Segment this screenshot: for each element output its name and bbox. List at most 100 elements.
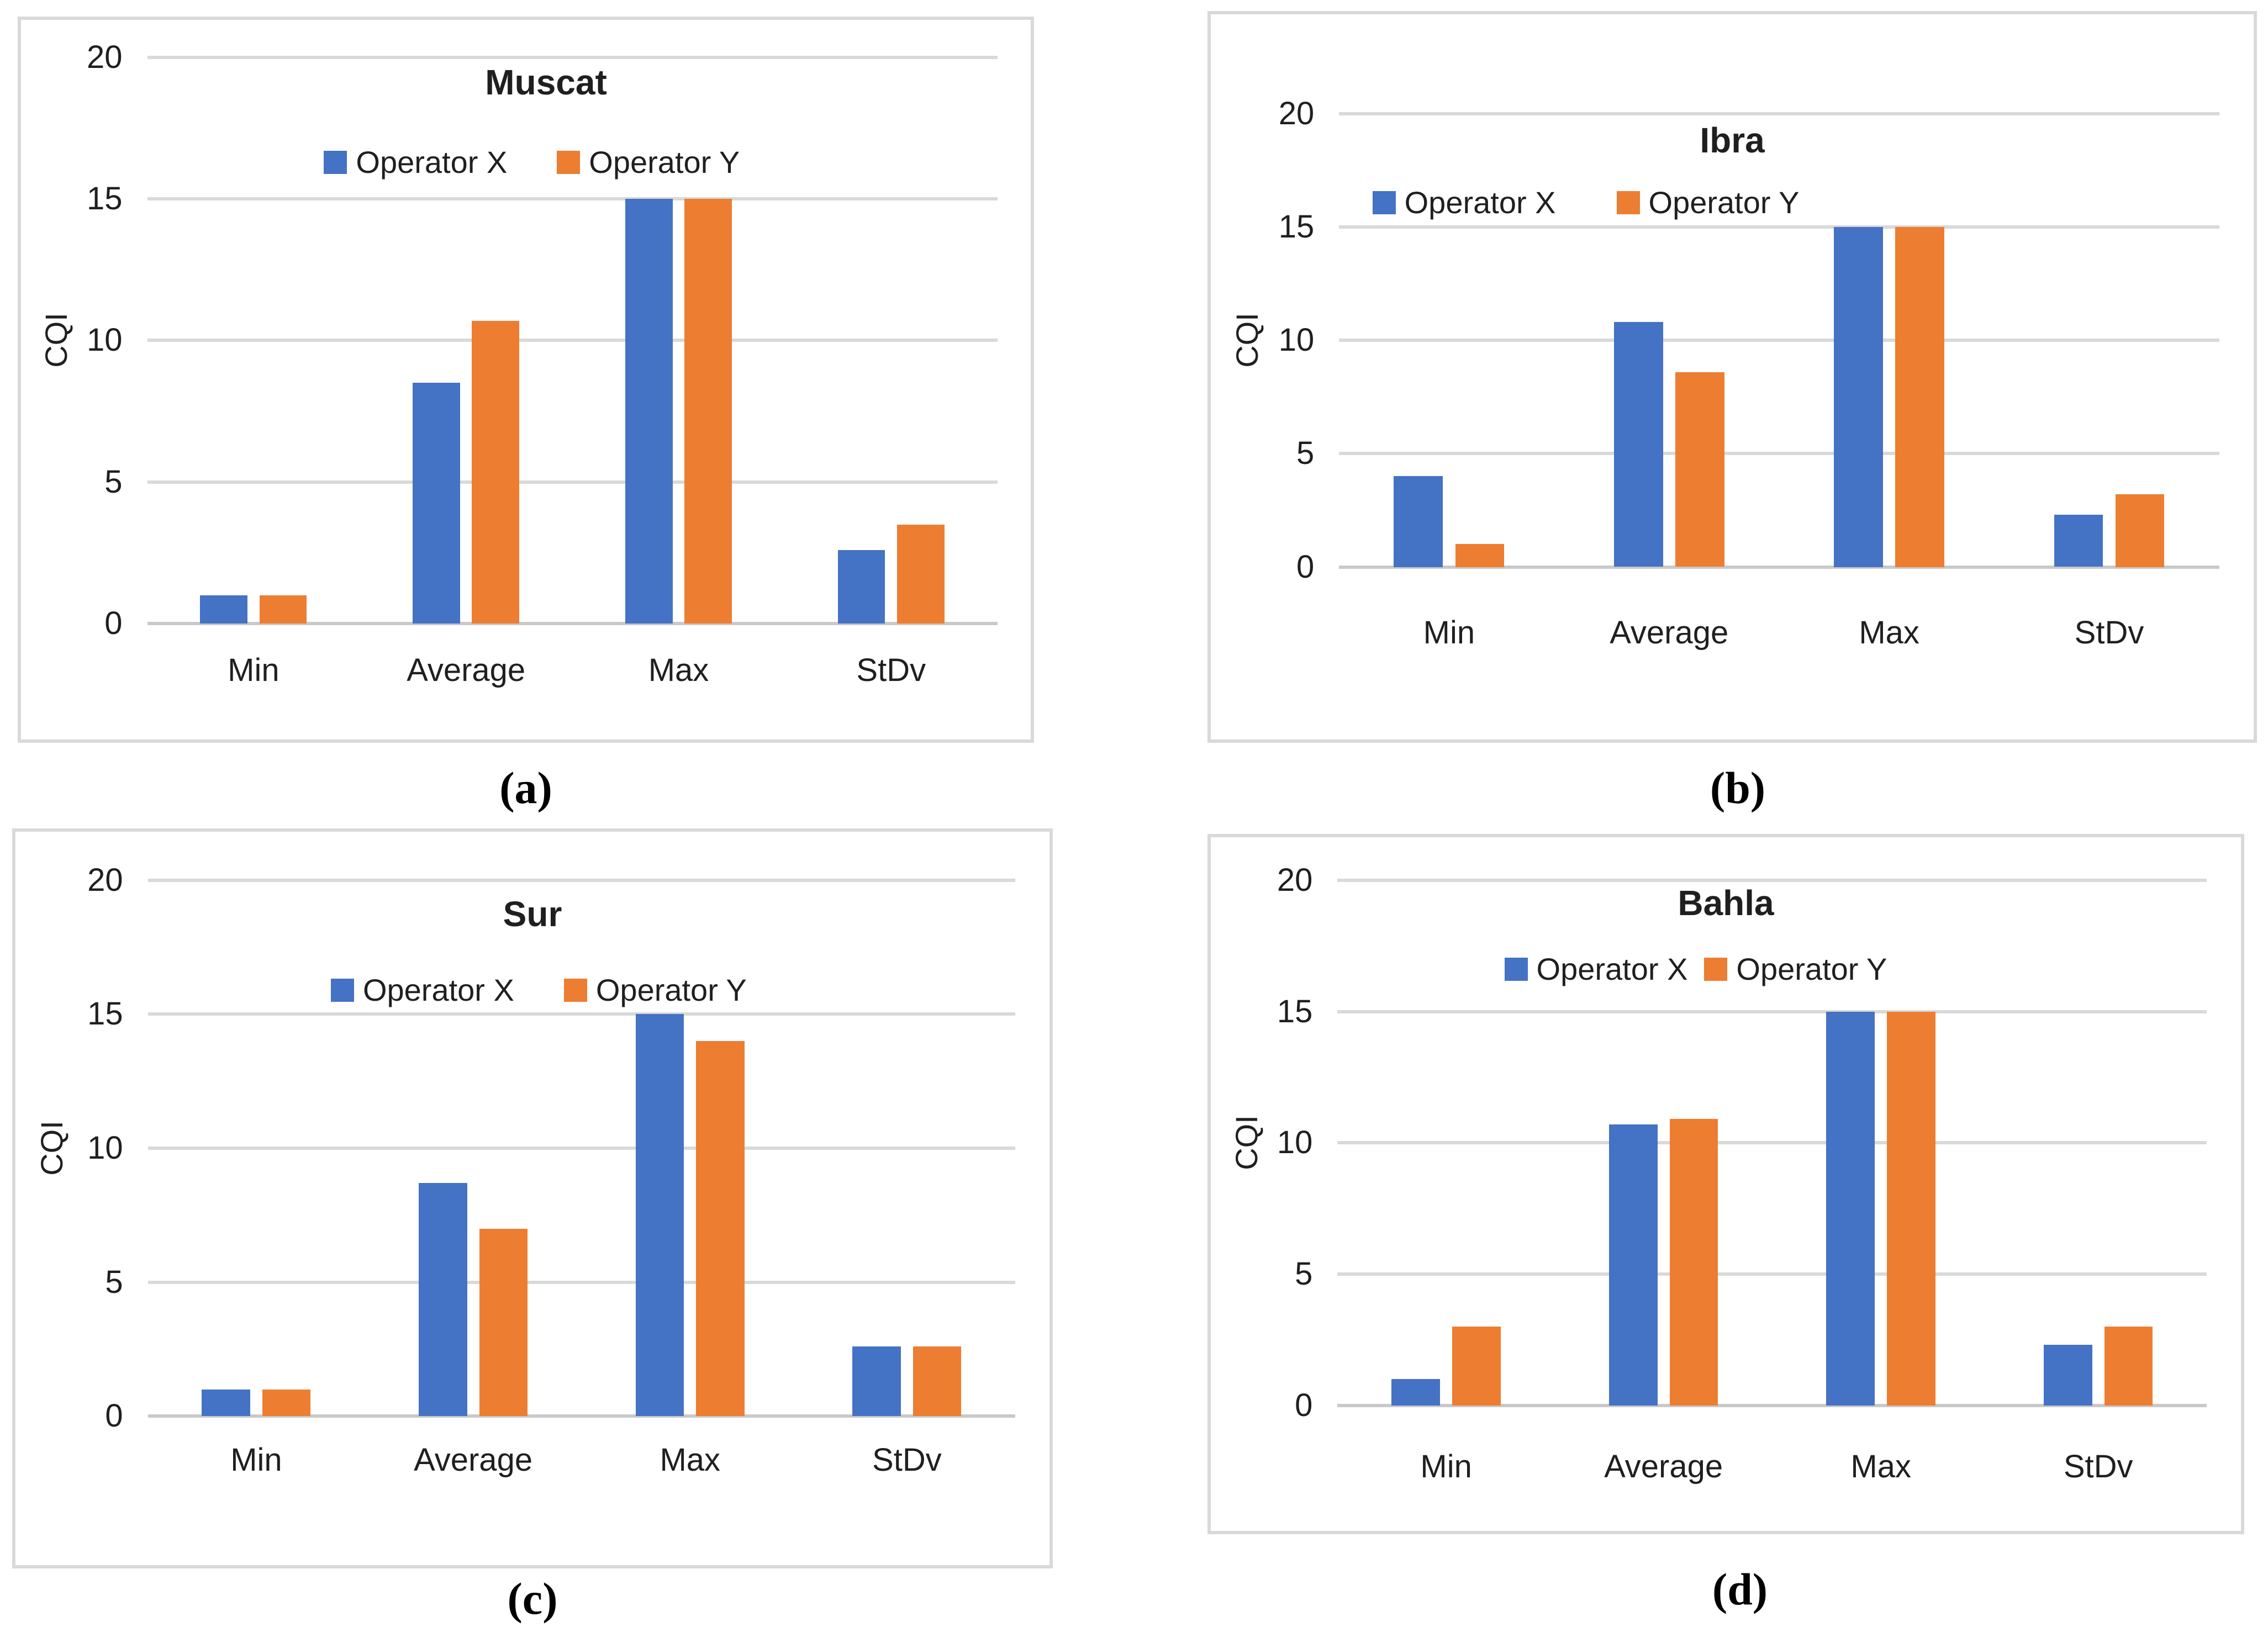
figure-caption-a: (a) — [499, 763, 552, 813]
bar-operator-x-max — [1834, 227, 1883, 567]
bar-operator-x-average — [413, 383, 460, 624]
bar-operator-y-stdv — [897, 524, 945, 624]
y-tick-label-0: 0 — [105, 1398, 123, 1434]
bar-operator-x-max — [625, 199, 673, 624]
bar-operator-x-stdv — [852, 1346, 901, 1417]
legend-bahla: Operator X Operator Y — [1504, 953, 1887, 985]
bar-operator-x-stdv — [837, 550, 885, 624]
legend-item-operator-x: Operator X — [330, 972, 514, 1007]
chart-panel-ibra: 0 5 10 15 20 Min Average Max StDv Ibra CQI Operator… — [1207, 11, 2257, 743]
bar-operator-x-average — [419, 1183, 467, 1417]
category-label-average: Average — [414, 1442, 533, 1478]
y-tick-label-20: 20 — [1278, 95, 1315, 131]
y-tick-label-10: 10 — [1278, 322, 1315, 358]
y-tick-label-15: 15 — [1278, 209, 1315, 245]
gridline-y-10 — [147, 339, 998, 342]
legend-swatch-operator-x — [324, 150, 347, 174]
legend-swatch-operator-x — [1504, 957, 1528, 981]
y-tick-label-15: 15 — [86, 181, 123, 217]
y-tick-label-5: 5 — [104, 463, 123, 500]
chart-panel-sur: 0 5 10 15 20 Min Average Max StDv Sur CQI Operator … — [12, 828, 1053, 1568]
bar-operator-x-max — [635, 1014, 684, 1417]
bar-operator-y-min — [259, 595, 307, 624]
gridline-y-5 — [1337, 1272, 2207, 1276]
legend-swatch-operator-y — [1704, 957, 1728, 981]
chart-title-bahla: Bahla — [1678, 883, 1774, 923]
bar-operator-y-min — [1452, 1327, 1501, 1406]
legend-label-operator-x: Operator X — [362, 972, 514, 1007]
y-tick-label-20: 20 — [1277, 862, 1313, 898]
category-label-min: Min — [1423, 614, 1475, 651]
legend-label-operator-y: Operator Y — [1648, 185, 1800, 220]
chart-panel-muscat: 0 5 10 15 20 Min Average Max StDv Muscat CQI Operat… — [18, 17, 1034, 743]
gridline-y-15 — [147, 1012, 1016, 1016]
category-label-stdv: StDv — [856, 652, 926, 688]
gridline-y-15 — [147, 197, 998, 201]
y-tick-label-20: 20 — [86, 39, 123, 75]
figure-caption-c: (c) — [507, 1573, 558, 1624]
y-tick-label-15: 15 — [87, 996, 123, 1032]
bar-operator-y-average — [1675, 372, 1724, 567]
category-label-average: Average — [1610, 614, 1729, 651]
gridline-y-0 — [1339, 565, 2219, 569]
legend-item-operator-y: Operator Y — [563, 972, 747, 1007]
legend-label-operator-y: Operator Y — [595, 972, 747, 1007]
gridline-y-10 — [147, 1147, 1016, 1150]
chart-panel-bahla: 0 5 10 15 20 Min Average Max StDv Bahla CQI Operato… — [1207, 834, 2244, 1534]
gridline-y-5 — [1339, 452, 2219, 456]
bar-operator-x-stdv — [2054, 515, 2103, 567]
bar-operator-x-min — [1391, 1379, 1441, 1406]
bar-operator-y-stdv — [2115, 494, 2165, 567]
legend-muscat: Operator X Operator Y — [324, 144, 740, 179]
gridline-y-15 — [1339, 225, 2219, 229]
bar-operator-y-min — [262, 1389, 311, 1417]
gridline-y-5 — [147, 480, 998, 484]
gridline-y-0 — [147, 622, 998, 626]
legend-label-operator-x: Operator X — [1404, 185, 1556, 220]
legend-item-operator-x: Operator X — [1504, 953, 1687, 985]
bar-operator-x-max — [1826, 1011, 1875, 1406]
gridline-y-10 — [1337, 1141, 2207, 1145]
chart-title-sur: Sur — [503, 894, 562, 934]
y-tick-label-0: 0 — [1295, 1387, 1313, 1423]
bar-operator-x-stdv — [2044, 1345, 2092, 1406]
category-label-average: Average — [407, 652, 526, 688]
bar-operator-y-max — [1895, 227, 1945, 567]
legend-item-operator-x: Operator X — [324, 146, 507, 178]
category-label-min: Min — [228, 652, 279, 688]
y-tick-label-0: 0 — [1296, 548, 1315, 585]
gridline-y-0 — [1337, 1403, 2207, 1407]
y-axis-label-ibra: CQI — [1230, 313, 1265, 368]
bar-operator-x-min — [1394, 476, 1443, 567]
bar-operator-y-max — [1887, 1011, 1935, 1406]
legend-item-operator-y: Operator Y — [557, 144, 740, 179]
legend-item-operator-y: Operator Y — [1704, 953, 1887, 985]
y-tick-label-5: 5 — [1296, 435, 1315, 472]
bar-operator-x-min — [200, 595, 248, 624]
category-label-min: Min — [1420, 1449, 1472, 1485]
figure-caption-d: (d) — [1712, 1564, 1768, 1614]
gridline-y-20 — [147, 55, 998, 59]
legend-sur: Operator X Operator Y — [330, 972, 747, 1007]
y-tick-label-10: 10 — [1277, 1124, 1313, 1161]
y-axis-label-sur: CQI — [34, 1121, 69, 1176]
bar-operator-y-stdv — [2104, 1327, 2153, 1406]
bar-operator-y-stdv — [913, 1346, 962, 1417]
bar-operator-y-average — [472, 320, 520, 624]
bar-operator-y-min — [1455, 544, 1505, 567]
y-tick-label-10: 10 — [87, 1130, 123, 1166]
legend-item-operator-y: Operator Y — [1616, 185, 1800, 220]
gridline-y-20 — [147, 878, 1016, 882]
gridline-y-5 — [147, 1280, 1016, 1284]
category-label-max: Max — [648, 652, 709, 688]
category-label-max: Max — [660, 1442, 721, 1478]
legend-label-operator-y: Operator Y — [589, 144, 740, 179]
gridline-y-0 — [147, 1414, 1016, 1418]
gridline-y-15 — [1337, 1010, 2207, 1013]
figure-caption-b: (b) — [1710, 763, 1766, 813]
legend-ibra: Operator X Operator Y — [1372, 185, 1800, 220]
bar-operator-y-max — [696, 1040, 745, 1417]
bar-operator-y-max — [684, 199, 732, 624]
y-tick-label-5: 5 — [1295, 1255, 1313, 1292]
